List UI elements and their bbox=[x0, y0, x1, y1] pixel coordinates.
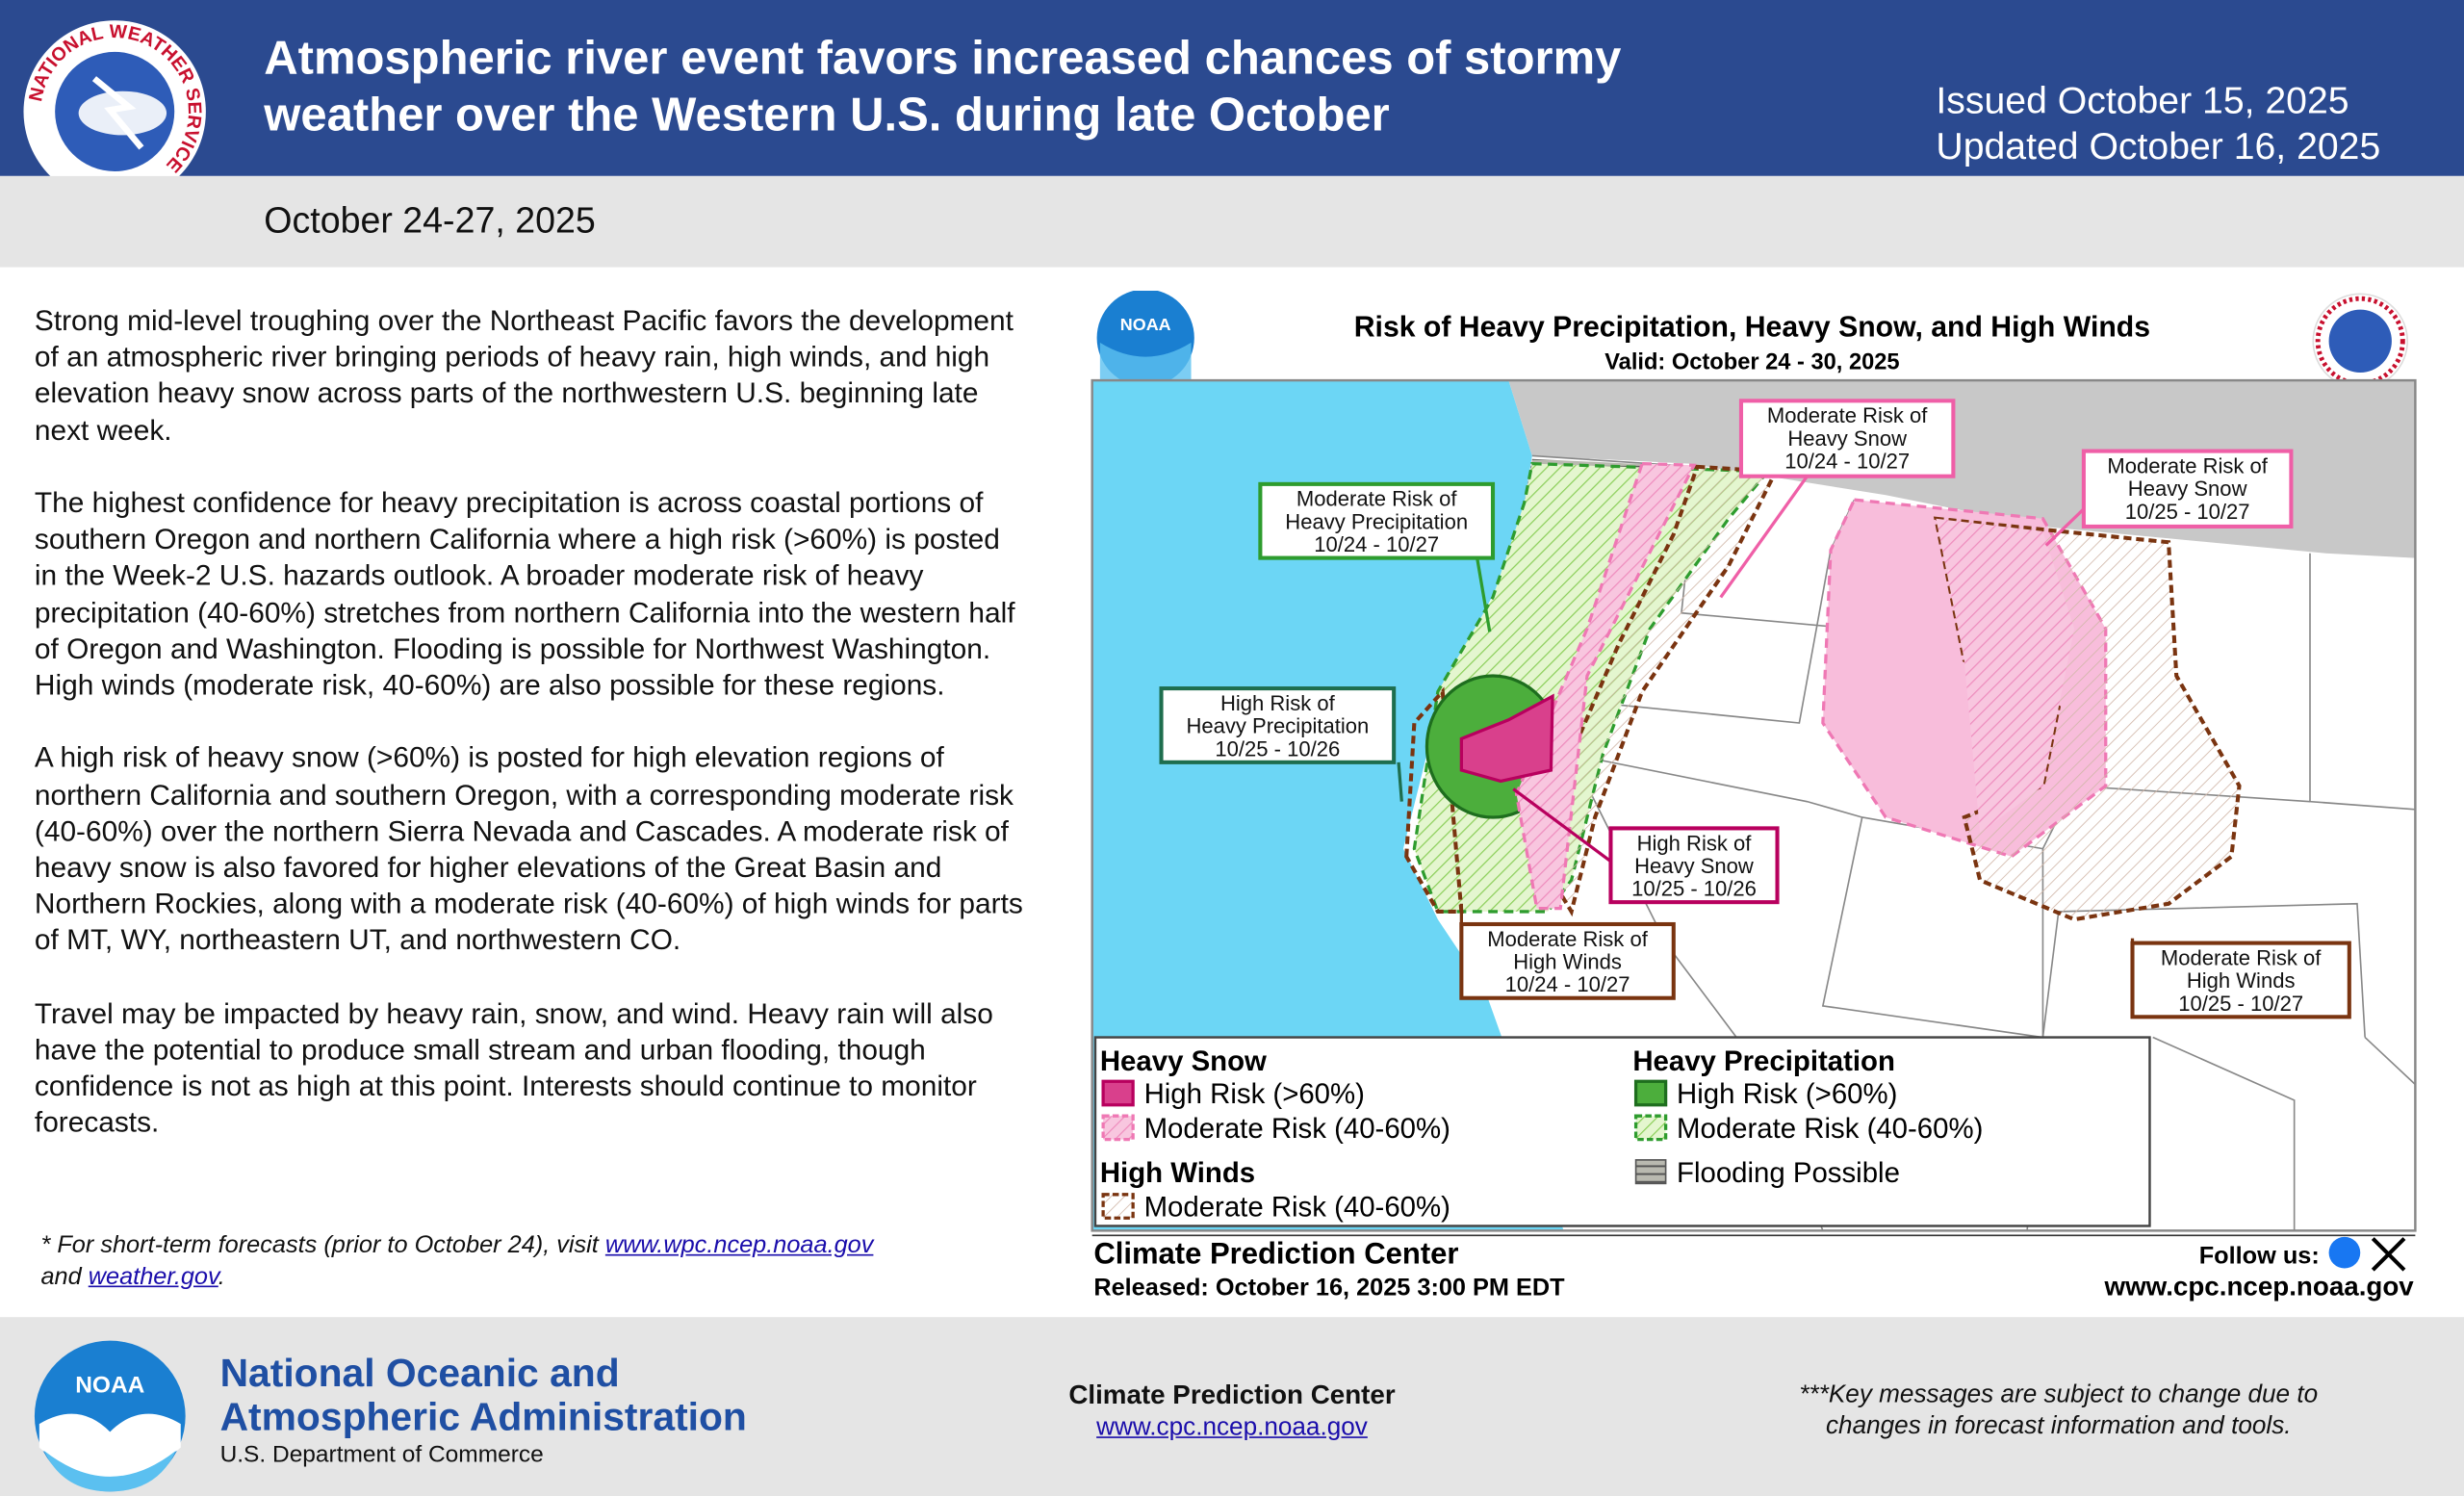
label-box bbox=[2081, 449, 2294, 529]
leader-line bbox=[1512, 787, 1612, 864]
footnote-text: and bbox=[40, 1263, 82, 1291]
label-line: 10/25 - 10/27 bbox=[2178, 992, 2303, 1016]
label-line: 10/25 - 10/26 bbox=[1215, 736, 1340, 761]
noaa-logo-text: NOAA bbox=[75, 1373, 144, 1399]
legend-item: Flooding Possible bbox=[1677, 1157, 1900, 1189]
legend-item: Moderate Risk (40-60%) bbox=[1677, 1113, 1983, 1145]
footnote: * For short-term forecasts (prior to Oct… bbox=[40, 1230, 1046, 1293]
label-line: 10/24 - 10/27 bbox=[1784, 450, 1910, 474]
note-line: changes in forecast information and tool… bbox=[1825, 1412, 2292, 1440]
footer-band bbox=[0, 1317, 2464, 1496]
legend-item: Moderate Risk (40-60%) bbox=[1144, 1192, 1450, 1224]
map-title: Risk of Heavy Precipitation, Heavy Snow,… bbox=[1354, 311, 2150, 343]
issued: Issued October 15, 2025 bbox=[1936, 80, 2349, 123]
label-box bbox=[1258, 481, 1496, 560]
title: Atmospheric river event favors increased… bbox=[264, 32, 1621, 145]
subheader-band bbox=[0, 175, 2464, 268]
paragraph: Travel may be impacted by heavy rain, sn… bbox=[34, 995, 993, 1139]
x-icon[interactable] bbox=[2371, 1237, 2406, 1272]
leader-line bbox=[1397, 761, 1403, 802]
legend-item: High Risk (>60%) bbox=[1677, 1078, 1897, 1110]
legend-title: Heavy Snow bbox=[1100, 1045, 1267, 1077]
label-line: Moderate Risk of bbox=[2161, 945, 2322, 969]
footnote-text: . bbox=[218, 1263, 225, 1291]
agency-line: National Oceanic and bbox=[219, 1352, 620, 1396]
label-line: Heavy Snow bbox=[1634, 854, 1754, 878]
header-band bbox=[0, 0, 2464, 176]
follow-us: Follow us: bbox=[2199, 1243, 2320, 1270]
legend-item: Moderate Risk (40-60%) bbox=[1144, 1113, 1450, 1145]
label-box bbox=[1738, 399, 1956, 478]
footer-center: Climate Prediction Center bbox=[1068, 1380, 1396, 1410]
noaa-logo-text: NOAA bbox=[1120, 315, 1171, 334]
label-line: Heavy Precipitation bbox=[1186, 714, 1369, 738]
legend-title: Heavy Precipitation bbox=[1632, 1045, 1895, 1077]
noaa-logo: NOAA bbox=[34, 1340, 186, 1492]
map-valid: Valid: October 24 - 30, 2025 bbox=[1604, 350, 1899, 375]
updated: Updated October 16, 2025 bbox=[1936, 125, 2381, 168]
map-footer-center: Climate Prediction Center bbox=[1093, 1237, 1458, 1271]
map-header: NOAA Risk of Heavy Precipitation, Heavy … bbox=[1096, 291, 2409, 394]
leader-line bbox=[1476, 557, 1492, 632]
label-line: 10/24 - 10/27 bbox=[1505, 972, 1630, 996]
label-line: Heavy Snow bbox=[1787, 426, 1907, 451]
label-box bbox=[1159, 686, 1397, 764]
department: U.S. Department of Commerce bbox=[219, 1441, 544, 1468]
footnote-text: * For short-term forecasts (prior to Oct… bbox=[40, 1231, 599, 1259]
note-line: ***Key messages are subject to change du… bbox=[1799, 1381, 2319, 1408]
link[interactable]: weather.gov bbox=[88, 1263, 218, 1291]
map-footer: Climate Prediction Center Follow us: Rel… bbox=[1091, 1234, 2416, 1301]
label-line: High Risk of bbox=[1220, 691, 1336, 715]
label-box bbox=[1459, 921, 1676, 1000]
released: Released: October 16, 2025 3:00 PM EDT bbox=[1093, 1274, 1565, 1301]
label-line: Moderate Risk of bbox=[1767, 403, 1928, 427]
agency-line: Atmospheric Administration bbox=[219, 1395, 747, 1440]
paragraph: A high risk of heavy snow (>60%) is post… bbox=[34, 740, 1023, 957]
facebook-icon[interactable] bbox=[2328, 1236, 2361, 1269]
issue-dates: Issued October 15, 2025 Updated October … bbox=[1936, 79, 2380, 170]
title-line: weather over the Western U.S. during lat… bbox=[264, 90, 1390, 142]
link[interactable]: www.wpc.ncep.noaa.gov bbox=[604, 1231, 874, 1259]
label-line: Moderate Risk of bbox=[1487, 927, 1648, 951]
disclaimer: ***Key messages are subject to change du… bbox=[1729, 1380, 2389, 1442]
label-line: Heavy Snow bbox=[2128, 477, 2247, 501]
nws-logo: NATIONAL WEATHER SERVICE bbox=[23, 20, 206, 203]
label-box bbox=[1608, 826, 1780, 905]
event-dates: October 24-27, 2025 bbox=[264, 199, 596, 241]
label-line: High Risk of bbox=[1637, 831, 1753, 855]
agency: National Oceanic and Atmospheric Adminis… bbox=[220, 1352, 747, 1439]
map-url: www.cpc.ncep.noaa.gov bbox=[2103, 1271, 2414, 1301]
legend-title: High Winds bbox=[1100, 1157, 1255, 1189]
paragraph: The highest confidence for heavy precipi… bbox=[34, 485, 1015, 702]
label-line: Moderate Risk of bbox=[1296, 487, 1457, 511]
label-line: Heavy Precipitation bbox=[1285, 509, 1468, 533]
link[interactable]: www.cpc.ncep.noaa.gov bbox=[1096, 1414, 1368, 1442]
body-text: Strong mid-level troughing over the Nort… bbox=[35, 301, 1025, 1176]
label-line: 10/25 - 10/26 bbox=[1631, 877, 1757, 901]
leader-line bbox=[1719, 475, 1809, 599]
hazard-map: NOAA Risk of Heavy Precipitation, Heavy … bbox=[1091, 291, 2417, 1301]
legend-item: High Risk (>60%) bbox=[1144, 1078, 1365, 1110]
legend: Heavy Snow High Risk (>60%) Moderate Ris… bbox=[1093, 1036, 2151, 1227]
label-line: High Winds bbox=[2187, 968, 2296, 993]
title-line: Atmospheric river event favors increased… bbox=[264, 33, 1622, 86]
label-line: Moderate Risk of bbox=[2107, 453, 2268, 477]
label-line: High Winds bbox=[1513, 950, 1622, 974]
label-line: 10/25 - 10/27 bbox=[2125, 500, 2250, 524]
paragraph: Strong mid-level troughing over the Nort… bbox=[34, 303, 1014, 447]
label-box bbox=[2130, 941, 2351, 1019]
label-line: 10/24 - 10/27 bbox=[1314, 532, 1439, 556]
